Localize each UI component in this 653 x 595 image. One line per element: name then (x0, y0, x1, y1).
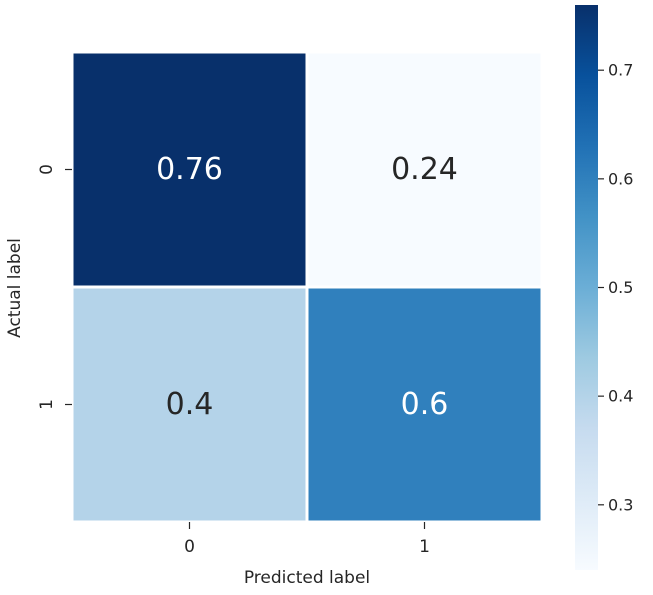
x-axis-label: Predicted label (244, 568, 370, 588)
x-tick-label: 1 (419, 537, 430, 557)
cell-value-label: 0.4 (166, 387, 214, 422)
heatmap-cell-r0-c0 (70, 50, 309, 289)
y-tick-label: 0 (37, 164, 57, 175)
cell-value-label: 0.24 (391, 152, 458, 187)
heatmap-cell-r0-c1 (305, 50, 544, 289)
colorbar-gradient (575, 5, 598, 570)
heatmap-cell-r1-c0 (70, 285, 309, 524)
colorbar-tick-label: 0.7 (608, 61, 633, 80)
heatmap-cells (70, 50, 544, 524)
y-tick-label: 1 (37, 399, 57, 410)
cell-value-label: 0.76 (156, 152, 223, 187)
y-axis: 01 (37, 164, 72, 410)
colorbar-tick-label: 0.4 (608, 387, 633, 406)
colorbar-tick-label: 0.3 (608, 495, 633, 514)
colorbar: 0.3 0.4 0.5 0.6 0.7 (575, 5, 633, 570)
colorbar-tick-label: 0.5 (608, 278, 633, 297)
cell-value-label: 0.6 (401, 387, 449, 422)
y-axis-label: Actual label (5, 238, 25, 338)
heatmap-cell-labels: 0.76 0.24 0.4 0.6 (156, 152, 458, 422)
colorbar-ticks: 0.3 0.4 0.5 0.6 0.7 (598, 61, 633, 514)
heatmap-cell-r1-c1 (305, 285, 544, 524)
x-tick-label: 0 (184, 537, 195, 557)
colorbar-tick-label: 0.6 (608, 169, 633, 188)
